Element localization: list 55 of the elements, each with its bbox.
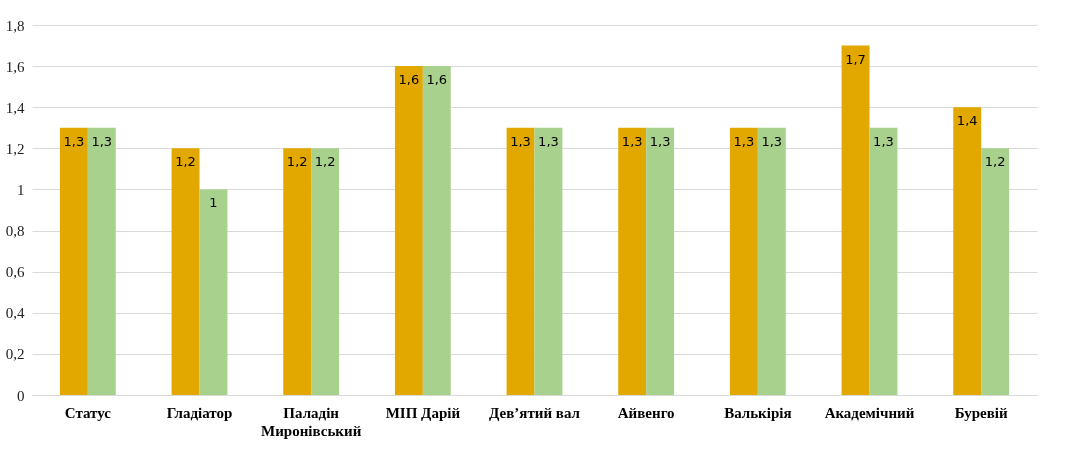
bar	[618, 127, 647, 395]
bar	[311, 148, 340, 395]
x-tick-label: Айвенго	[617, 404, 675, 421]
bar	[841, 45, 870, 395]
data-label: 1,3	[621, 133, 643, 149]
y-tick-label: 0	[17, 387, 25, 404]
x-tick-label: Статус	[64, 404, 112, 421]
bar	[646, 127, 675, 395]
data-label: 1	[209, 195, 218, 211]
x-tick-label: Гладіатор	[166, 404, 233, 421]
y-tick-label: 0,4	[5, 305, 25, 322]
bar	[87, 127, 116, 395]
data-label: 1,3	[873, 133, 894, 149]
bar	[981, 148, 1010, 395]
data-label: 1,4	[956, 113, 978, 129]
y-tick-label: 0,8	[5, 223, 25, 240]
data-label: 1,2	[984, 154, 1006, 170]
x-tick-label: Академічний	[824, 404, 915, 421]
data-label: 1,3	[538, 133, 559, 149]
x-tick-label: Паладін Миронівський	[261, 404, 362, 439]
data-label: 1,3	[63, 133, 85, 149]
data-label: 1,3	[91, 133, 113, 149]
data-label: 1,7	[845, 51, 866, 67]
bar	[869, 127, 898, 395]
y-tick-label: 1,8	[5, 17, 25, 34]
bar	[534, 127, 563, 395]
bar	[422, 66, 451, 395]
y-tick-label: 1,6	[5, 58, 25, 75]
data-label: 1,2	[314, 154, 336, 170]
y-tick-label: 0,2	[5, 346, 25, 363]
x-tick-label: Валькірія	[724, 404, 792, 421]
data-label: 1,3	[761, 133, 783, 149]
bar	[59, 127, 88, 395]
bar	[283, 148, 312, 395]
bar	[953, 107, 982, 395]
y-tick-label: 1,4	[5, 99, 25, 116]
bar	[506, 127, 535, 395]
data-label: 1,3	[649, 133, 671, 149]
x-tick-label: Буревій	[954, 404, 1008, 421]
data-label: 1,2	[286, 154, 308, 170]
data-label: 1,3	[510, 133, 531, 149]
y-tick-label: 1,2	[5, 140, 25, 157]
x-tick-label: МІП Дарій	[385, 404, 461, 421]
data-label: 1,3	[733, 133, 755, 149]
bar	[729, 127, 758, 395]
y-tick-label: 1	[17, 181, 25, 198]
bar	[199, 189, 228, 395]
bar	[171, 148, 200, 395]
x-tick-label: Дев’ятий вал	[489, 404, 581, 421]
bar	[757, 127, 786, 395]
y-tick-label: 0,6	[5, 264, 25, 281]
data-label: 1,2	[175, 154, 196, 170]
data-label: 1,6	[398, 72, 420, 88]
data-label: 1,6	[426, 72, 448, 88]
bar	[394, 66, 423, 395]
